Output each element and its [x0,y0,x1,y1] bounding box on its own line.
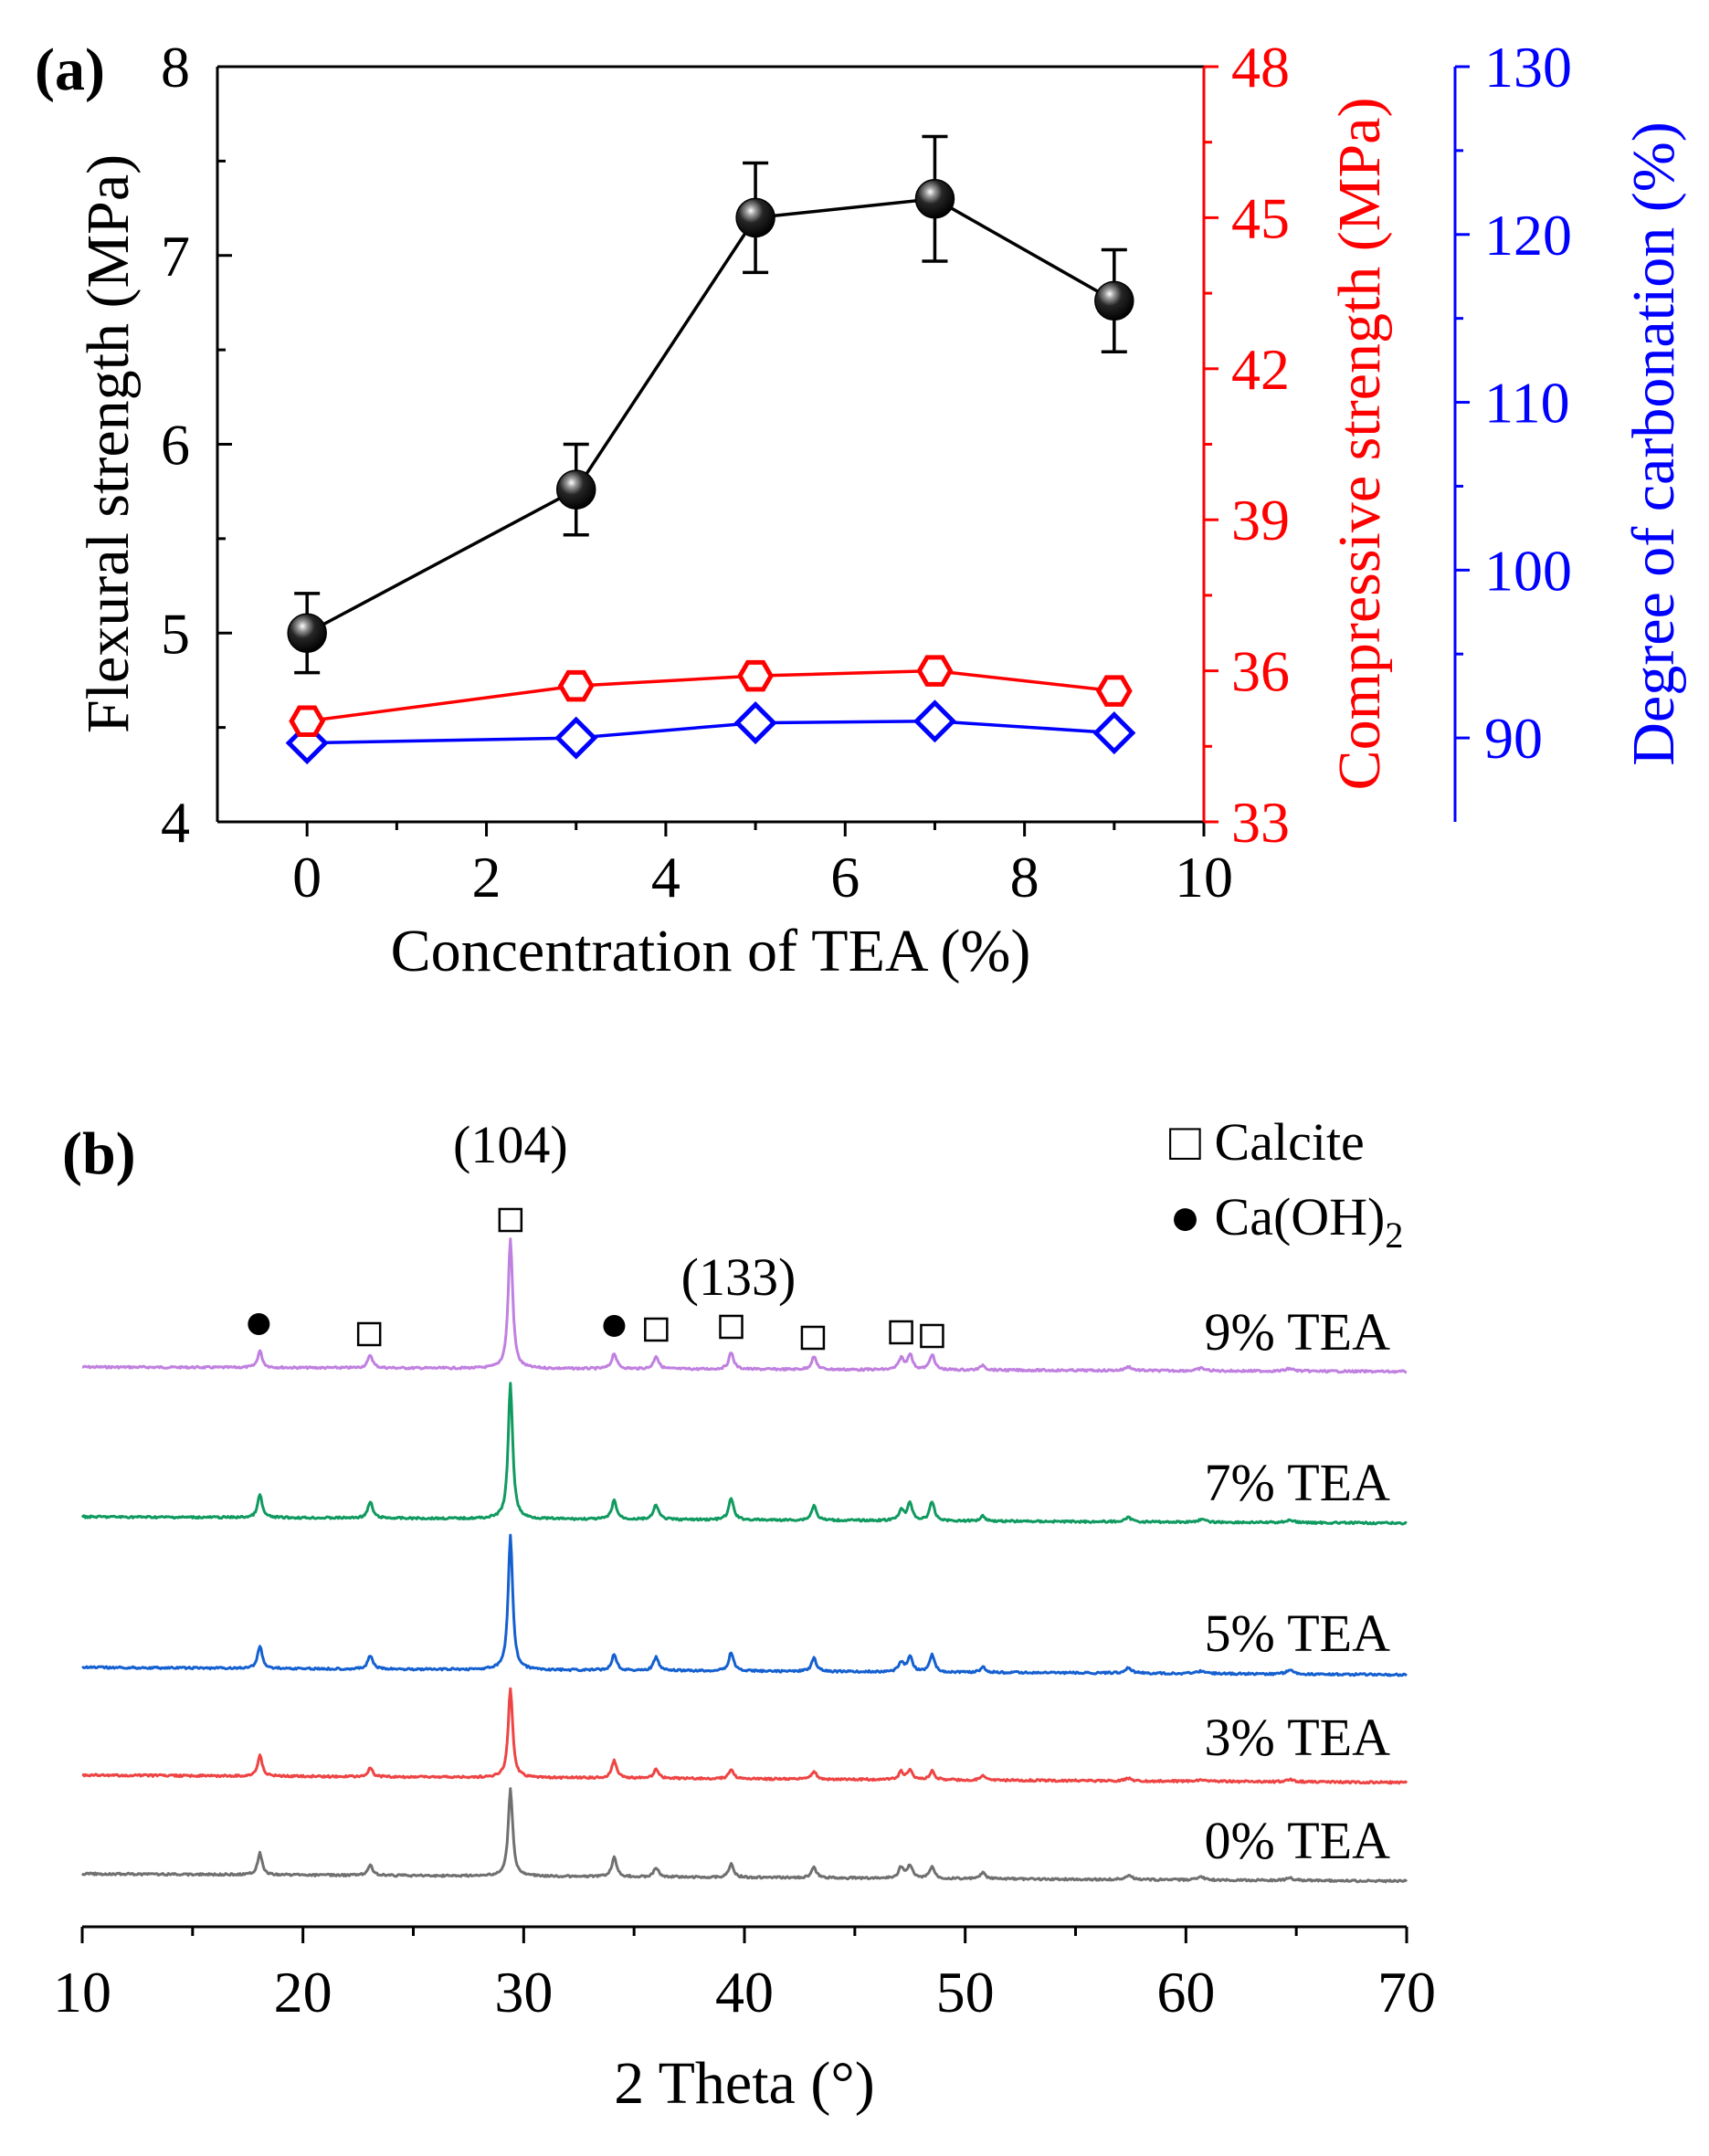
xrd-trace-2 [81,1533,1408,1677]
compressive-point [557,669,595,702]
calcite-marker [644,1317,669,1342]
xrd-trace-1 [80,1382,1408,1526]
tick-label-offset: 100 [1484,538,1572,603]
trace-label: 7% TEA [1204,1453,1390,1512]
a-x-tick-label: 0 [292,845,322,910]
legend-caoh2-symbol: ● [1169,1187,1201,1246]
b-x-tick-label: 10 [53,1960,111,2025]
a-x-tick-label: 2 [472,845,501,910]
tick-label-left: 8 [161,35,190,100]
compressive-point [916,655,954,687]
panel-a-x-ticks: 0 2 4 6 8 10 [292,822,1233,910]
xrd-trace-3 [81,1687,1408,1785]
panel-a-left-ticks: 4 5 6 7 8 [161,35,232,855]
tick-label-offset: 110 [1484,371,1570,436]
caoh2-marker [248,1313,270,1335]
panel-b-x-ticks: 10 20 30 40 50 60 70 [53,1927,1436,2025]
panel-b-chart: (b) 10 20 30 40 50 60 70 2 Theta (°) 9% TEA 7% … [53,1112,1436,2117]
panel-b-peak-labels: (104) (133) [453,1115,796,1307]
tick-label-right: 48 [1231,35,1290,100]
panel-b-phase-markers [248,1207,944,1351]
calcite-marker [889,1320,913,1345]
calcite-marker [356,1321,382,1347]
tick-label-left: 4 [161,790,190,855]
tick-label-left: 6 [161,413,190,478]
calcite-marker [920,1323,944,1349]
panel-b-legend: □ Calcite ● Ca(OH)2 [1169,1112,1403,1256]
calcite-marker [498,1207,523,1233]
series-line-1 [306,668,1115,723]
carbonation-point [733,701,777,745]
carbonation-point [554,716,598,760]
trace-label: 3% TEA [1204,1708,1390,1767]
compressive-point [737,659,774,692]
xrd-trace-4 [80,1787,1408,1884]
flexural-point [1094,280,1134,321]
b-x-tick-label: 30 [494,1960,553,2025]
a-x-tick-label: 8 [1010,845,1039,910]
tick-label-left: 5 [161,601,190,666]
xrd-trace-0 [81,1237,1408,1374]
b-x-tick-label: 60 [1156,1960,1215,2025]
panel-a-x-axis-title: Concentration of TEA (%) [391,918,1031,984]
flexural-point [914,178,955,219]
flexural-point [735,197,775,238]
series-line-0 [306,196,1115,635]
peak-label: (133) [681,1247,796,1307]
panel-a-offset-axis-title: Degree of carbonation (%) [1620,121,1687,765]
panel-b-label: (b) [62,1120,136,1187]
legend-calcite: □ Calcite [1169,1112,1365,1172]
b-x-tick-label: 70 [1377,1960,1436,2025]
tick-label-right: 36 [1231,639,1290,704]
legend-caoh2-subscript: 2 [1385,1215,1403,1256]
legend-calcite-label: Calcite [1215,1112,1365,1172]
peak-label: (104) [453,1115,568,1174]
legend-caoh2: ● Ca(OH)2 [1169,1187,1403,1256]
panel-a-label: (a) [35,37,105,103]
panel-b-x-axis-title: 2 Theta (°) [614,2050,874,2117]
compressive-point [1095,675,1133,707]
b-x-tick-label: 40 [715,1960,774,2025]
trace-label: 5% TEA [1204,1604,1390,1663]
carbonation-point [913,699,956,743]
tick-label-offset: 120 [1484,203,1572,268]
tick-label-right: 42 [1231,337,1290,402]
legend-caoh2-label: Ca(OH) [1215,1187,1386,1246]
calcite-marker [800,1325,826,1351]
caoh2-marker [603,1315,626,1337]
tick-label-right: 45 [1231,185,1290,250]
tick-label-right: 33 [1231,790,1290,855]
flexural-point [287,613,327,653]
legend-calcite-symbol: □ [1169,1112,1201,1172]
trace-label: 9% TEA [1204,1302,1390,1362]
compressive-point [289,705,326,737]
a-x-tick-label: 4 [651,845,680,910]
tick-label-offset: 90 [1484,706,1543,771]
b-x-tick-label: 50 [936,1960,995,2025]
panel-a-left-axis-title: Flexural strength (MPa) [75,154,142,733]
b-x-tick-label: 20 [274,1960,332,2025]
series-line-2 [307,719,1114,745]
tick-label-right: 39 [1231,488,1290,552]
trace-label: 0% TEA [1204,1811,1390,1870]
panel-a-series [285,134,1136,765]
tick-label-offset: 130 [1484,35,1572,100]
panel-b-traces: 9% TEA 7% TEA 5% TEA 3% TEA 0% TEA [80,1237,1408,1884]
panel-a-right-axis-title: Compressive strength (MPa) [1326,98,1393,791]
panel-a-offset-ticks: 90 100 110 120 130 [1455,35,1572,771]
carbonation-point [1092,711,1136,755]
flexural-point [555,469,596,510]
a-x-tick-label: 6 [830,845,860,910]
panel-a-right-ticks: 33 36 39 42 45 48 [1204,35,1290,855]
a-x-tick-label: 10 [1175,845,1233,910]
tick-label-left: 7 [161,224,190,289]
calcite-marker [719,1314,744,1340]
